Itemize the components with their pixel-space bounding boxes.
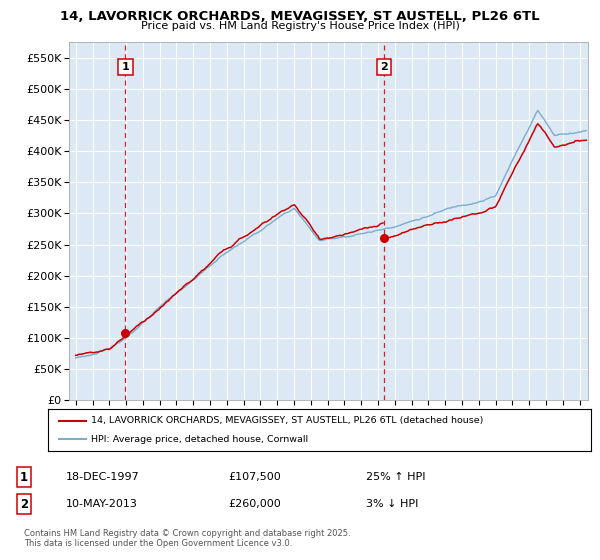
Text: 18-DEC-1997: 18-DEC-1997	[66, 472, 140, 482]
Text: 25% ↑ HPI: 25% ↑ HPI	[366, 472, 425, 482]
Text: 2: 2	[20, 497, 28, 511]
Text: HPI: Average price, detached house, Cornwall: HPI: Average price, detached house, Corn…	[91, 435, 308, 444]
Text: 1: 1	[20, 470, 28, 484]
Text: 2: 2	[380, 62, 388, 72]
Text: 14, LAVORRICK ORCHARDS, MEVAGISSEY, ST AUSTELL, PL26 6TL (detached house): 14, LAVORRICK ORCHARDS, MEVAGISSEY, ST A…	[91, 416, 484, 425]
Text: 3% ↓ HPI: 3% ↓ HPI	[366, 499, 418, 509]
Text: 10-MAY-2013: 10-MAY-2013	[66, 499, 138, 509]
Text: 14, LAVORRICK ORCHARDS, MEVAGISSEY, ST AUSTELL, PL26 6TL: 14, LAVORRICK ORCHARDS, MEVAGISSEY, ST A…	[60, 10, 540, 23]
Text: Price paid vs. HM Land Registry's House Price Index (HPI): Price paid vs. HM Land Registry's House …	[140, 21, 460, 31]
Text: 1: 1	[122, 62, 130, 72]
Text: £260,000: £260,000	[228, 499, 281, 509]
Text: £107,500: £107,500	[228, 472, 281, 482]
Text: Contains HM Land Registry data © Crown copyright and database right 2025.
This d: Contains HM Land Registry data © Crown c…	[24, 529, 350, 548]
